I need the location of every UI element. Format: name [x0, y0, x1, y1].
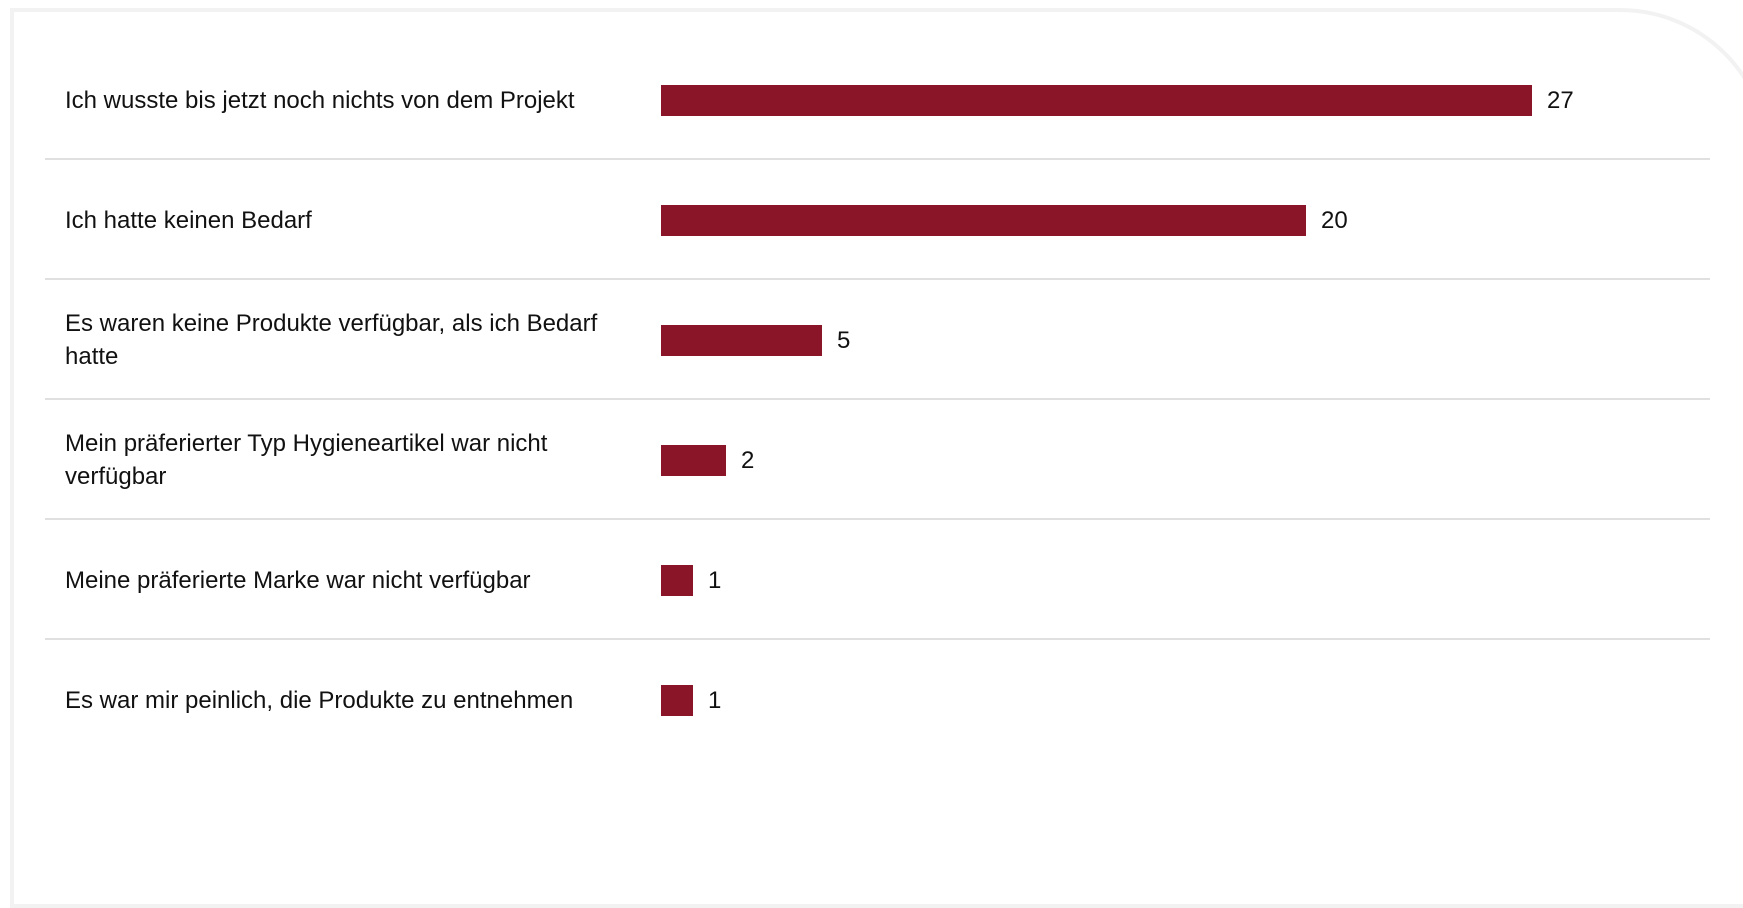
value-label: 27 [1547, 86, 1574, 114]
bar-row: Mein präferierter Typ Hygieneartikel war… [45, 400, 1710, 520]
category-label: Meine präferierte Marke war nicht verfüg… [65, 566, 531, 594]
value-label: 1 [708, 686, 722, 714]
row-divider [45, 278, 1710, 280]
bar-row: Es waren keine Produkte verfügbar, als i… [45, 280, 1710, 400]
bar [661, 565, 693, 596]
row-divider [45, 398, 1710, 400]
row-divider [45, 518, 1710, 520]
row-divider [45, 638, 1710, 640]
category-label: Ich hatte keinen Bedarf [65, 206, 312, 234]
bar [661, 205, 1306, 236]
bar-row: Es war mir peinlich, die Produkte zu ent… [45, 640, 1710, 760]
value-label: 2 [741, 446, 755, 474]
category-label: Es war mir peinlich, die Produkte zu ent… [65, 686, 574, 714]
value-label: 5 [837, 326, 851, 354]
value-label: 1 [708, 566, 722, 594]
bar [661, 325, 822, 356]
category-label: Mein präferierter Typ Hygieneartikel war… [65, 430, 548, 490]
category-label: Ich wusste bis jetzt noch nichts von dem… [65, 86, 575, 114]
row-divider [45, 158, 1710, 160]
bar-row: Ich hatte keinen Bedarf 20 [45, 160, 1710, 280]
bar-row: Meine präferierte Marke war nicht verfüg… [45, 520, 1710, 640]
bar [661, 85, 1532, 116]
bar [661, 445, 726, 476]
bar-row: Ich wusste bis jetzt noch nichts von dem… [45, 40, 1710, 160]
value-label: 20 [1321, 206, 1348, 234]
category-label: Es waren keine Produkte verfügbar, als i… [65, 310, 598, 370]
bar [661, 685, 693, 716]
